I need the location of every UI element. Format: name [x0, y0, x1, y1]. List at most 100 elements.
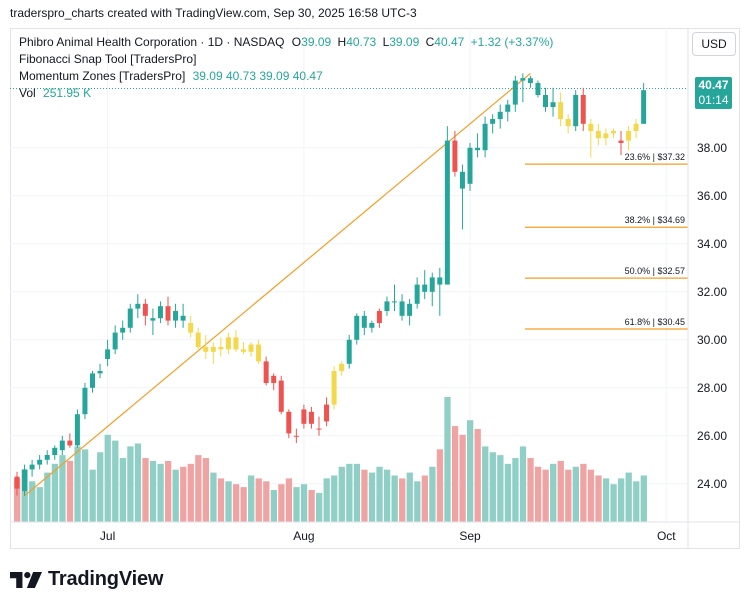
candle-body: [407, 303, 413, 316]
last-price-tag: 40.47 01:14: [695, 77, 732, 109]
candle-body: [157, 306, 163, 319]
volume-bar: [285, 478, 293, 522]
candle-body: [180, 315, 186, 321]
price-tick-label: 38.00: [697, 141, 727, 155]
volume-bar: [308, 490, 315, 522]
candle-body: [293, 435, 299, 437]
price-tick-label: 36.00: [697, 189, 727, 203]
volume-bar: [391, 475, 398, 522]
volume-bar: [557, 460, 564, 522]
volume-bar: [444, 397, 451, 522]
volume-bar: [97, 452, 104, 522]
candle-body: [467, 147, 473, 184]
volume-bar: [565, 469, 572, 522]
chart-grid: [10, 28, 688, 522]
candle-body: [37, 459, 43, 465]
low-value: 39.09: [389, 35, 420, 49]
volume-bar: [474, 428, 481, 522]
volume-bar: [240, 487, 247, 522]
tradingview-logo[interactable]: TradingView: [10, 568, 163, 591]
candle-body: [316, 428, 322, 430]
volume-bar: [112, 440, 119, 522]
candle-body: [369, 323, 375, 328]
volume-bar: [323, 478, 330, 522]
volume-indicator-row[interactable]: Vol 251.95 K: [19, 85, 553, 102]
candle-body: [127, 308, 133, 328]
candle-body: [324, 404, 330, 422]
momentum-indicator-row[interactable]: Momentum Zones [TradersPro] 39.09 40.73 …: [19, 68, 553, 85]
close-value: 40.47: [434, 35, 465, 49]
volume-bar: [361, 469, 368, 522]
candle-body: [233, 337, 239, 350]
candle-body: [44, 455, 50, 460]
price-tick-label: 34.00: [697, 237, 727, 251]
time-axis: Jul Aug Sep Oct: [10, 521, 740, 543]
volume-bar: [195, 455, 202, 522]
candle-body: [339, 363, 345, 371]
volume-bar: [248, 475, 255, 522]
volume-bar: [66, 460, 74, 522]
candle-body: [120, 327, 126, 333]
candle-body: [210, 347, 216, 352]
volume-bar: [338, 466, 345, 522]
candle-body: [195, 332, 201, 347]
candle-body: [641, 90, 647, 124]
volume-bar: [263, 481, 270, 522]
fib-indicator-name: Fibonacci Snap Tool [TradersPro]: [19, 52, 197, 66]
volume-bar: [504, 463, 512, 522]
volume-bar: [383, 469, 391, 522]
candle-body: [497, 111, 503, 119]
candle-body: [429, 277, 435, 292]
candle-body: [142, 303, 148, 316]
high-key: H: [337, 35, 347, 49]
volume-bar: [429, 466, 436, 522]
price-tick-label: 30.00: [697, 333, 727, 347]
candle-body: [392, 301, 397, 303]
volume-bar: [618, 478, 625, 522]
candle-body: [550, 102, 556, 107]
volume-bar: [376, 466, 383, 522]
tradingview-logo-icon: [10, 571, 42, 588]
candle-body: [241, 349, 246, 352]
candle-body: [361, 315, 367, 328]
price-tick-label: 28.00: [697, 381, 727, 395]
candle-body: [527, 78, 533, 83]
candle-body: [135, 303, 141, 309]
volume-bar: [44, 472, 51, 522]
volume-bar: [610, 484, 617, 522]
volume-bar: [225, 481, 232, 522]
volume-bar: [172, 469, 179, 522]
volume-bar: [81, 449, 89, 522]
volume-bar: [89, 469, 96, 522]
volume-bar: [14, 478, 21, 522]
volume-bar: [572, 466, 579, 522]
candle-body: [543, 95, 548, 107]
candle-body: [301, 409, 307, 424]
candle-body: [535, 83, 541, 95]
volume-bar: [459, 434, 466, 522]
candle-body: [59, 440, 65, 451]
candle-body: [595, 131, 601, 139]
candle-body: [520, 78, 526, 81]
volume-bar: [587, 469, 595, 522]
price-axis: 24.00 26.00 28.00 30.00 32.00 34.00 36.00 38.00: [687, 28, 727, 549]
candle-body: [444, 140, 450, 285]
volume-bar: [255, 478, 262, 522]
volume-bar: [519, 446, 527, 522]
volume-bars: [14, 397, 647, 522]
candle-body: [346, 339, 352, 364]
candle-body: [580, 95, 586, 124]
fib-level-label: 38.2% | $34.69: [625, 215, 685, 225]
fib-indicator-row[interactable]: Fibonacci Snap Tool [TradersPro]: [19, 51, 553, 68]
volume-bar: [436, 449, 444, 522]
time-tick-label: Oct: [657, 529, 676, 543]
candle-body: [482, 123, 488, 151]
volume-bar: [278, 484, 285, 522]
candle-body: [603, 133, 609, 139]
currency-button[interactable]: USD: [692, 32, 736, 56]
volume-bar: [580, 463, 587, 522]
candle-body: [475, 147, 481, 151]
volume-bar: [368, 472, 376, 522]
volume-bar: [180, 466, 187, 522]
